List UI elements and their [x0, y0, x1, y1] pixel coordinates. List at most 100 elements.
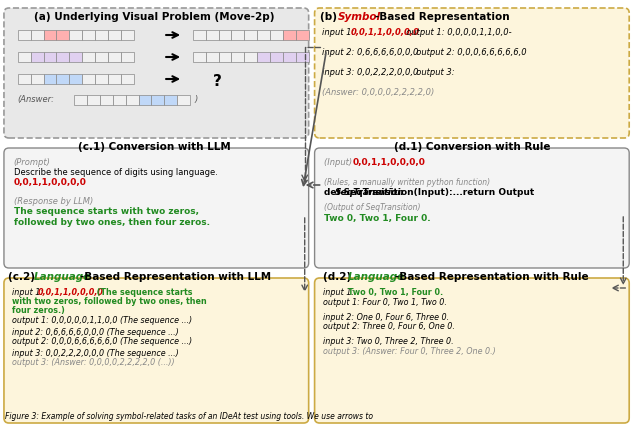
Bar	[44, 52, 56, 62]
Text: input 3: 0,0,2,2,2,0,0,0 (The sequence ...): input 3: 0,0,2,2,2,0,0,0 (The sequence .…	[12, 349, 179, 358]
Bar	[219, 30, 232, 40]
Text: Describe the sequence of digits using language.: Describe the sequence of digits using la…	[14, 168, 218, 177]
Bar	[177, 95, 190, 105]
Text: output 1: Four 0, Two 1, Two 0.: output 1: Four 0, Two 1, Two 0.	[323, 298, 446, 307]
Bar	[56, 52, 69, 62]
Text: input 3: 0,0,2,2,2,0,0,0: input 3: 0,0,2,2,2,0,0,0	[321, 68, 418, 77]
Text: input 1:: input 1:	[321, 28, 356, 37]
Bar	[18, 30, 31, 40]
Text: (Input): (Input)	[324, 158, 355, 167]
Bar	[31, 30, 44, 40]
Text: output 2: 0,0,0,6,6,6,6,6,0 (The sequence ...): output 2: 0,0,0,6,6,6,6,6,0 (The sequenc…	[12, 337, 192, 346]
Text: The sequence starts with two zeros,: The sequence starts with two zeros,	[14, 207, 199, 216]
Bar	[31, 74, 44, 84]
Text: output 2: Three 0, Four 6, One 0.: output 2: Three 0, Four 6, One 0.	[323, 322, 454, 331]
Text: (c.1) Conversion with LLM: (c.1) Conversion with LLM	[78, 142, 230, 152]
Text: 0,0,1,1,0,0,0,0: 0,0,1,1,0,0,0,0	[352, 158, 425, 167]
Text: output 3: (Answer: 0,0,0,0,2,2,2,2,0 (...)): output 3: (Answer: 0,0,0,0,2,2,2,2,0 (..…	[12, 358, 175, 367]
Text: output 1: 0,0,0,0,0,1,1,0,0 (The sequence ...): output 1: 0,0,0,0,0,1,1,0,0 (The sequenc…	[12, 316, 192, 325]
Bar	[193, 30, 206, 40]
Bar	[257, 52, 270, 62]
Bar	[69, 74, 82, 84]
Bar	[296, 30, 308, 40]
Text: input 1:: input 1:	[12, 288, 45, 297]
Text: 0,0,1,1,0,0,0,0: 0,0,1,1,0,0,0,0	[351, 28, 420, 37]
Bar	[257, 30, 270, 40]
Bar	[56, 30, 69, 40]
Text: SeqTransition: SeqTransition	[334, 188, 404, 197]
Bar	[125, 95, 138, 105]
Text: (Answer:: (Answer:	[18, 95, 55, 104]
Text: input 2: 0,6,6,6,6,0,0,0 (The sequence ...): input 2: 0,6,6,6,6,0,0,0 (The sequence .…	[12, 328, 179, 337]
Text: (b): (b)	[319, 12, 340, 22]
Bar	[121, 30, 134, 40]
Text: -Based Representation with LLM: -Based Representation with LLM	[80, 272, 271, 282]
Text: Language: Language	[34, 272, 91, 282]
Bar	[193, 52, 206, 62]
Bar	[95, 52, 108, 62]
Bar	[56, 74, 69, 84]
Bar	[69, 30, 82, 40]
Bar	[18, 74, 31, 84]
Text: output 3:: output 3:	[410, 68, 454, 77]
Text: (Output of SeqTransition): (Output of SeqTransition)	[324, 203, 421, 212]
Bar	[244, 30, 257, 40]
Text: def SeqTransition(Input):...return Output: def SeqTransition(Input):...return Outpu…	[324, 188, 535, 197]
Bar	[121, 74, 134, 84]
Bar	[108, 52, 121, 62]
Text: (a) Underlying Visual Problem (Move-2p): (a) Underlying Visual Problem (Move-2p)	[34, 12, 275, 22]
Text: output 1: 0,0,0,0,1,1,0,0-: output 1: 0,0,0,0,1,1,0,0-	[401, 28, 511, 37]
Text: (The sequence starts: (The sequence starts	[94, 288, 193, 297]
Text: -Based Representation with Rule: -Based Representation with Rule	[395, 272, 588, 282]
Bar	[44, 74, 56, 84]
Text: Two 0, Two 1, Four 0.: Two 0, Two 1, Four 0.	[348, 288, 444, 297]
Text: with two zeros, followed by two ones, then: with two zeros, followed by two ones, th…	[12, 297, 207, 306]
Bar	[108, 30, 121, 40]
Bar	[283, 30, 296, 40]
Bar	[31, 52, 44, 62]
Text: Symbol: Symbol	[337, 12, 380, 22]
Text: input 2: One 0, Four 6, Three 0.: input 2: One 0, Four 6, Three 0.	[323, 313, 449, 322]
Bar	[74, 95, 87, 105]
Text: output 3: (Answer: Four 0, Three 2, One 0.): output 3: (Answer: Four 0, Three 2, One …	[323, 347, 495, 356]
Bar	[95, 74, 108, 84]
Bar	[206, 52, 219, 62]
Bar	[232, 52, 244, 62]
Bar	[296, 52, 308, 62]
Text: Language: Language	[348, 272, 405, 282]
Bar	[82, 52, 95, 62]
Bar	[113, 95, 125, 105]
Bar	[108, 74, 121, 84]
Text: (Rules, a manually written python function): (Rules, a manually written python functi…	[324, 178, 491, 187]
Text: (Answer: 0,0,0,0,2,2,2,2,0): (Answer: 0,0,0,0,2,2,2,2,0)	[321, 88, 434, 97]
Text: (Prompt): (Prompt)	[14, 158, 51, 167]
Text: ): )	[195, 95, 198, 104]
Text: (c.2): (c.2)	[8, 272, 38, 282]
Bar	[270, 52, 283, 62]
Bar	[100, 95, 113, 105]
Text: 0,0,1,1,0,0,0,0: 0,0,1,1,0,0,0,0	[38, 288, 104, 297]
Bar	[270, 30, 283, 40]
Text: Figure 3: Example of solving symbol-related tasks of an IDeAt test using tools. : Figure 3: Example of solving symbol-rela…	[5, 412, 373, 421]
Bar	[244, 52, 257, 62]
Text: input 3: Two 0, Three 2, Three 0.: input 3: Two 0, Three 2, Three 0.	[323, 337, 453, 346]
Bar	[82, 74, 95, 84]
Text: (d.2): (d.2)	[323, 272, 355, 282]
Text: (Response by LLM): (Response by LLM)	[14, 197, 93, 206]
FancyBboxPatch shape	[315, 148, 629, 268]
Bar	[121, 52, 134, 62]
Bar	[69, 52, 82, 62]
FancyBboxPatch shape	[4, 148, 308, 268]
FancyBboxPatch shape	[315, 278, 629, 423]
Bar	[82, 30, 95, 40]
Text: input 1:: input 1:	[323, 288, 356, 297]
FancyBboxPatch shape	[4, 278, 308, 423]
Bar	[138, 95, 152, 105]
Text: four zeros.): four zeros.)	[12, 306, 65, 315]
Bar	[206, 30, 219, 40]
FancyBboxPatch shape	[4, 8, 308, 138]
Text: -Based Representation: -Based Representation	[375, 12, 509, 22]
Text: 0,0,1,1,0,0,0,0: 0,0,1,1,0,0,0,0	[14, 178, 87, 187]
Bar	[44, 30, 56, 40]
Bar	[232, 30, 244, 40]
